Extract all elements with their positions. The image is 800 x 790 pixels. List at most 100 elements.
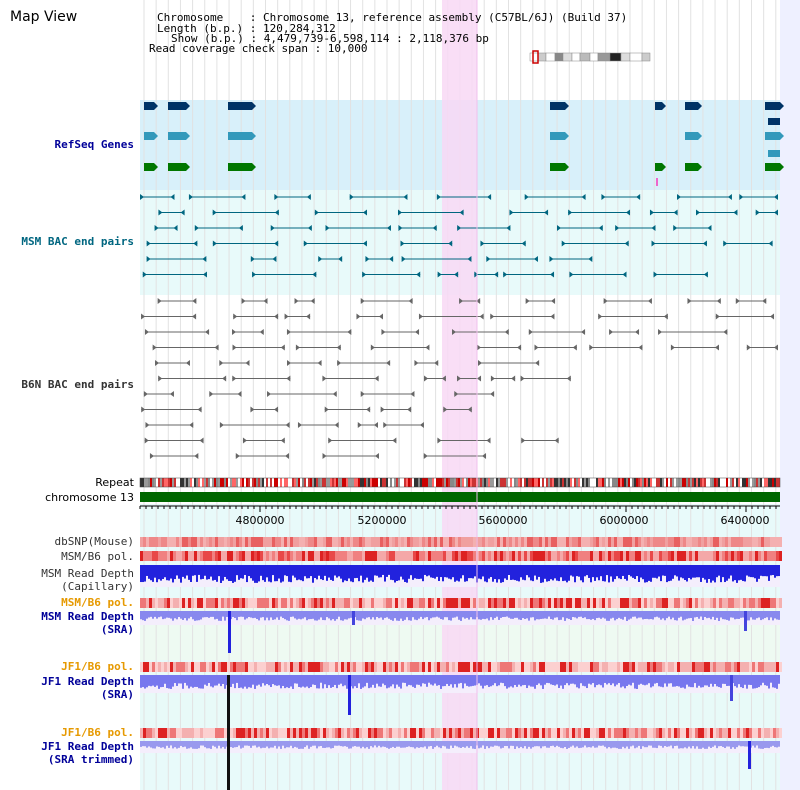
jf1-pol-strip (758, 662, 761, 672)
bac-end (663, 313, 668, 320)
msm-pol-strip (608, 551, 611, 561)
track-label-msm-depth-cap-1[interactable]: MSM Read Depth (41, 567, 134, 580)
jf1-pol2-strip (770, 728, 773, 738)
jf1-sra-depth (570, 675, 572, 684)
msm-capillary-depth (352, 565, 354, 583)
jf1-pol-strip (542, 662, 545, 672)
repeat-element (354, 478, 356, 487)
msm-capillary-depth (416, 565, 418, 579)
msm-pol2-strip (695, 598, 698, 608)
msm-pol2-strip (413, 598, 416, 608)
msm-pol2-strip (623, 598, 626, 608)
msm-pol-strip (299, 551, 302, 561)
repeat-element (350, 478, 352, 487)
msm-sra-depth (492, 611, 494, 620)
jf1-pol-strip (437, 662, 440, 672)
track-label-refseq-genes[interactable]: RefSeq Genes (54, 138, 134, 151)
msm-pol2-strip (494, 598, 497, 608)
bac-end (457, 375, 462, 382)
msm-sra-depth (506, 611, 508, 617)
jf1-sra-depth (438, 675, 440, 686)
jf1-sra-depth (522, 675, 524, 686)
msm-capillary-depth (600, 565, 602, 577)
jf1-trim-depth (708, 741, 710, 747)
repeat-element (432, 478, 434, 487)
dbsnp-strip (554, 537, 557, 547)
jf1-sra-depth (648, 675, 650, 684)
jf1-sra-depth (504, 675, 506, 687)
msm-pol2-strip (239, 598, 242, 608)
msm-pol-strip (548, 551, 551, 561)
msm-pol2-strip (335, 598, 338, 608)
jf1-sra-depth (492, 675, 494, 686)
msm-sra-depth (268, 611, 270, 621)
msm-sra-depth (702, 611, 704, 621)
jf1-pol2-strip (338, 728, 341, 738)
bac-end (581, 329, 586, 335)
jf1-pol2-strip (314, 728, 317, 738)
jf1-trim-depth (746, 741, 748, 747)
msm-sra-depth (568, 611, 570, 619)
track-label-b6n-bac[interactable]: B6N BAC end pairs (21, 378, 134, 391)
msm-sra-depth (308, 611, 310, 620)
jf1-sra-depth (642, 675, 644, 685)
jf1-pol-strip (653, 662, 656, 672)
repeat-element (666, 478, 668, 487)
msm-sra-depth (388, 611, 390, 619)
jf1-trim-depth (470, 741, 472, 747)
repeat-element (708, 478, 710, 487)
jf1-trim-depth (340, 741, 342, 747)
msm-sra-depth (496, 611, 498, 617)
track-label-msm-bac[interactable]: MSM BAC end pairs (21, 235, 134, 248)
repeat-element (464, 478, 466, 487)
repeat-element (372, 478, 374, 487)
track-label-msm-b6-pol2[interactable]: MSM/B6 pol. (61, 596, 134, 609)
jf1-sra-depth (540, 675, 542, 686)
dbsnp-strip (656, 537, 659, 547)
track-label-dbsnp[interactable]: dbSNP(Mouse) (54, 535, 134, 548)
jf1-pol2-strip (185, 728, 188, 738)
msm-sra-depth (294, 611, 296, 619)
jf1-pol2-strip (527, 728, 530, 738)
track-label-jf1-depth-sra-1[interactable]: JF1 Read Depth (41, 675, 134, 688)
jf1-trim-depth (684, 741, 686, 748)
jf1-pol2-strip (155, 728, 158, 738)
ideogram-band (629, 52, 643, 62)
jf1-pol2-strip (143, 728, 146, 738)
repeat-element (250, 478, 252, 487)
jf1-trim-depth (490, 741, 492, 747)
track-label-jf1-b6-pol2[interactable]: JF1/B6 pol. (61, 726, 134, 739)
msm-sra-depth (552, 611, 554, 620)
jf1-pol-strip (434, 662, 437, 672)
jf1-trim-depth (722, 741, 724, 747)
bac-end (152, 344, 157, 351)
msm-pol-strip (242, 551, 245, 561)
msm-capillary-depth (642, 565, 644, 580)
jf1-sra-depth (460, 675, 462, 683)
bac-end (490, 391, 495, 397)
msm-sra-depth (452, 611, 454, 618)
jf1-pol2-strip (422, 728, 425, 738)
msm-pol2-strip (416, 598, 419, 608)
msm-pol-strip (704, 551, 707, 561)
bac-end (424, 375, 429, 382)
track-label-jf1-depth-trim-1[interactable]: JF1 Read Depth (41, 740, 134, 753)
jf1-pol-strip (449, 662, 452, 672)
msm-capillary-depth (540, 565, 542, 583)
jf1-pol-strip (263, 662, 266, 672)
track-label-jf1-b6-pol[interactable]: JF1/B6 pol. (61, 660, 134, 673)
dbsnp-strip (581, 537, 584, 547)
track-label-msm-b6-pol[interactable]: MSM/B6 pol. (61, 550, 134, 563)
jf1-sra-depth (766, 675, 768, 686)
jf1-trim-depth (290, 741, 292, 746)
dbsnp-strip (140, 537, 143, 547)
jf1-pol2-strip (752, 728, 755, 738)
jf1-trim-depth (742, 741, 744, 747)
track-label-msm-depth-sra-1[interactable]: MSM Read Depth (41, 610, 134, 623)
jf1-sra-depth (254, 675, 256, 689)
msm-pol-strip (737, 551, 740, 561)
msm-pol2-strip (560, 598, 563, 608)
repeat-element (758, 478, 760, 487)
bac-end (274, 209, 279, 216)
